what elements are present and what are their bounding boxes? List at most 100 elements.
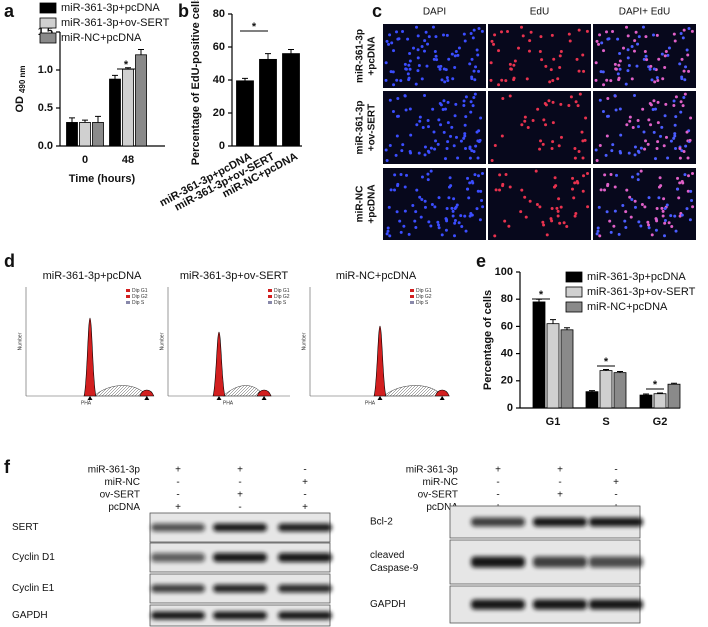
flow-title: miR-361-3p+ov-SERT [180,270,289,282]
cell-nucleus [655,76,659,80]
cell-nucleus [395,78,399,82]
cell-nucleus [565,224,569,228]
cell-nucleus [576,104,580,108]
cell-nucleus [689,116,693,120]
legend-swatch [565,271,583,283]
cell-nucleus [392,83,396,87]
y-tick-label: 0 [507,402,513,414]
cell-nucleus [409,151,413,155]
condition-sign: - [496,490,499,501]
cell-nucleus [663,219,667,223]
cell-nucleus [513,59,517,63]
cell-nucleus [575,57,579,61]
error-bar [643,393,649,396]
cell-nucleus [646,142,650,146]
cell-nucleus [674,95,678,99]
cell-nucleus [423,39,427,43]
cell-nucleus [647,226,651,230]
cell-nucleus [602,49,606,53]
cell-nucleus [636,118,640,122]
condition-sign: + [557,465,563,476]
cell-nucleus [471,36,475,40]
cell-nucleus [657,185,661,189]
flow-legend-swatch [126,295,130,298]
cell-nucleus [431,25,435,29]
cell-nucleus [386,229,390,233]
blot-label: cleaved [370,550,404,561]
column-header: DAPI [423,7,446,18]
bar [560,329,574,409]
cell-nucleus [450,125,454,129]
cell-nucleus [446,121,450,125]
cell-nucleus [643,49,647,53]
cell-nucleus [596,229,600,233]
bar [282,53,300,147]
cell-nucleus [672,136,676,140]
cell-nucleus [538,49,542,53]
cell-nucleus [677,196,681,200]
legend-label: miR-361-3p+pcDNA [587,271,686,283]
cell-nucleus [549,217,553,221]
cell-nucleus [569,95,573,99]
cell-nucleus [447,196,451,200]
cell-nucleus [653,157,657,161]
cell-nucleus [663,65,667,69]
legend-swatch [39,2,57,14]
cell-nucleus [601,70,605,74]
cell-nucleus [503,219,507,223]
cell-nucleus [427,220,431,224]
cell-nucleus [551,140,555,144]
cell-nucleus [678,156,682,160]
cell-nucleus [439,103,443,107]
cell-nucleus [422,49,426,53]
cell-nucleus [636,178,640,182]
cell-nucleus [557,144,561,148]
cell-nucleus [617,76,621,80]
flow-title: miR-NC+pcDNA [336,270,417,282]
cell-nucleus [473,173,477,177]
cell-nucleus [415,123,419,127]
cell-nucleus [626,34,630,38]
cell-nucleus [547,99,551,103]
cell-nucleus [672,32,676,36]
cell-nucleus [673,123,677,127]
cell-nucleus [462,103,466,107]
flow-legend-label: Dip G2 [132,294,148,300]
blot-label: Bcl-2 [370,517,393,528]
blot-band [151,584,205,593]
flow-legend-label: Dip G2 [274,294,290,300]
cell-nucleus [685,48,689,52]
cell-nucleus [507,224,511,228]
cell-nucleus [455,203,459,207]
cell-nucleus [681,181,685,185]
row-label: miR-361-3p [355,29,366,83]
cell-nucleus [653,107,657,111]
cell-nucleus [608,219,612,223]
cell-nucleus [470,75,474,79]
cell-nucleus [498,173,502,177]
cell-nucleus [468,62,472,66]
cell-nucleus [594,61,598,65]
y-tick-label: 100 [495,266,513,278]
legend-label: miR-361-3p+ov-SERT [61,17,170,29]
cell-nucleus [405,173,409,177]
cell-nucleus [683,173,687,177]
flow-g1-peak [373,325,387,397]
y-tick-label: 1.0 [38,64,53,76]
cell-nucleus [402,224,406,228]
cell-nucleus [425,64,429,68]
cell-nucleus [399,79,403,83]
cell-nucleus [559,102,563,106]
cell-nucleus [679,31,683,35]
flow-y-label: Number [159,332,165,350]
cell-nucleus [663,114,667,118]
cell-nucleus [423,199,427,203]
cell-nucleus [652,99,656,103]
cell-nucleus [400,149,404,153]
cell-nucleus [493,143,497,147]
row-label: +pcDNA [367,36,378,75]
cell-nucleus [531,118,535,122]
cell-nucleus [414,226,418,230]
cell-nucleus [618,59,622,63]
cell-nucleus [468,181,472,185]
